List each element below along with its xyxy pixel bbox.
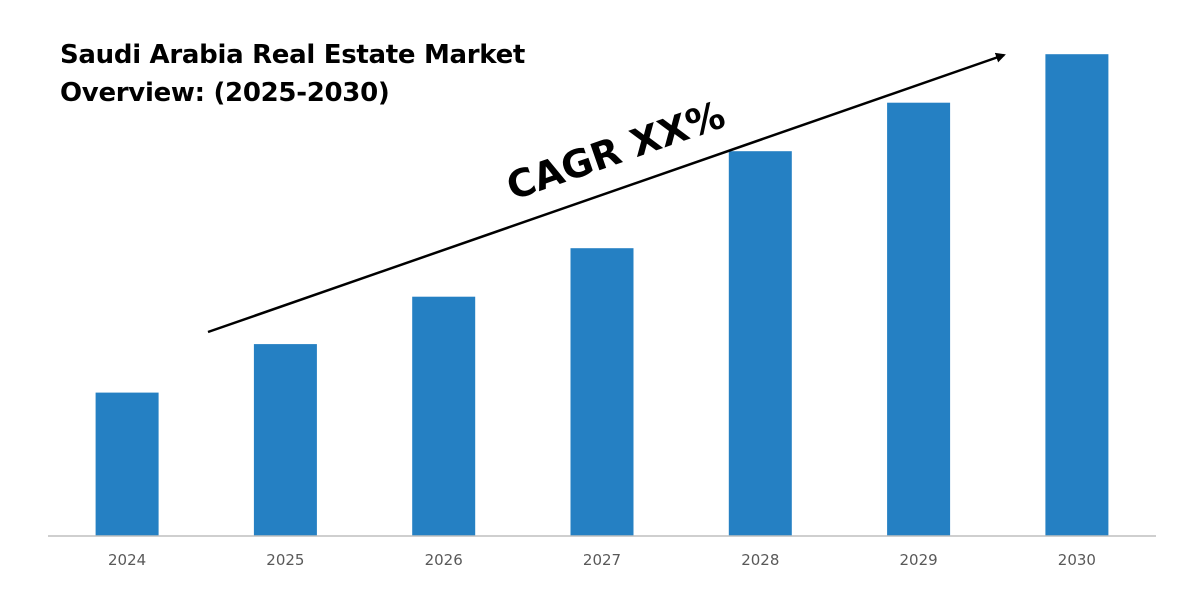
x-tick-label-2028: 2028 [741,551,779,569]
x-tick-label-2026: 2026 [425,551,463,569]
bars-layer [95,54,1109,536]
bar-2029 [887,102,951,536]
x-tick-label-2027: 2027 [583,551,621,569]
bar-2027 [570,248,634,536]
bar-2025 [253,344,317,536]
bar-2028 [728,151,792,536]
bar-2026 [412,296,476,536]
x-tick-label-2024: 2024 [108,551,146,569]
chart-title: Saudi Arabia Real Estate Market Overview… [60,40,526,108]
x-tick-labels: 2024 2025 2026 2027 2028 2029 2030 [108,551,1096,569]
bar-2024 [95,392,159,536]
bar-2030 [1045,54,1109,536]
cagr-label: CAGR XX% [501,93,730,209]
x-tick-label-2029: 2029 [900,551,938,569]
x-tick-label-2025: 2025 [266,551,304,569]
trend-arrow [207,52,1006,334]
x-tick-label-2030: 2030 [1058,551,1096,569]
